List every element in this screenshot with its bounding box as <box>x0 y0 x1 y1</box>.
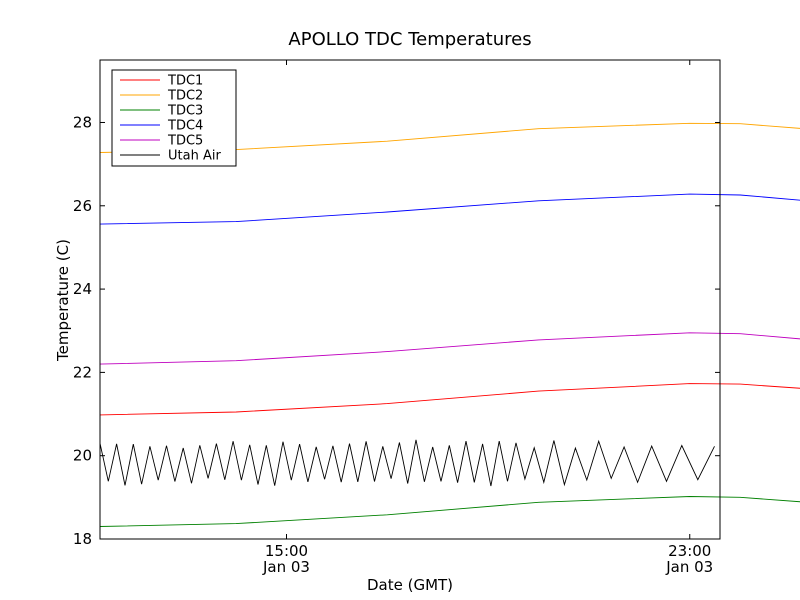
series-line-tdc4 <box>99 193 800 225</box>
y-tick-label: 28 <box>73 113 92 131</box>
chart-title: APOLLO TDC Temperatures <box>288 29 531 50</box>
x-tick-label-time: 15:00 <box>265 542 308 560</box>
x-axis-label: Date (GMT) <box>367 576 453 594</box>
legend-label: TDC5 <box>167 134 203 149</box>
series-line-tdc1 <box>99 383 800 416</box>
y-tick-label: 18 <box>73 530 92 548</box>
series-line-tdc5 <box>99 332 800 365</box>
x-tick-label-date: Jan 03 <box>665 558 713 576</box>
x-tick-label-date: Jan 03 <box>262 558 310 576</box>
series-lines <box>99 122 800 527</box>
legend-label: TDC4 <box>167 119 203 134</box>
y-axis-label: Temperature (C) <box>54 239 72 362</box>
y-axis: 18 20 22 24 26 28 <box>73 113 720 548</box>
y-tick-label: 20 <box>73 447 92 465</box>
y-tick-label: 24 <box>73 280 92 298</box>
legend-label: TDC2 <box>167 89 203 104</box>
legend-label: Utah Air <box>168 149 221 164</box>
legend-label: TDC1 <box>167 74 203 89</box>
y-tick-label: 22 <box>73 363 92 381</box>
plot-frame <box>99 59 721 540</box>
series-line-tdc3 <box>99 496 800 527</box>
legend-frame <box>111 69 237 167</box>
legend-label: TDC3 <box>167 104 203 119</box>
y-tick-label: 26 <box>73 197 92 215</box>
x-tick-label-time: 23:00 <box>668 542 711 560</box>
series-line-tdc2 <box>99 122 800 153</box>
series-line-utah-air <box>99 439 715 487</box>
